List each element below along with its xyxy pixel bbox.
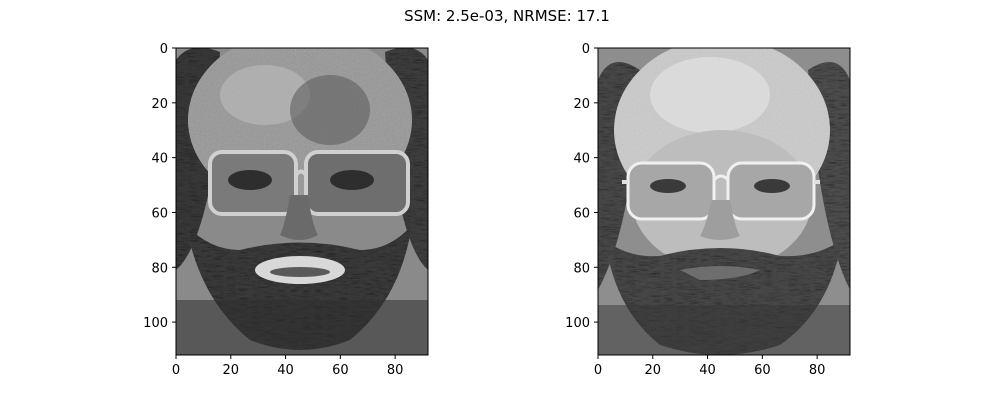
right-xtick-label: 80 [809,363,826,378]
right-ytick-label: 40 [573,152,590,167]
right-axes-frame [597,47,851,356]
panel-left: 0 20 40 60 80 0 20 40 60 80 100 [143,42,429,378]
left-axes-frame [175,47,429,356]
right-xtick-label: 0 [594,363,602,378]
left-ytick-label: 100 [143,316,168,331]
figure-title: SSM: 2.5e-03, NRMSE: 17.1 [404,7,610,25]
right-ytick-label: 20 [573,97,590,112]
left-xtick-label: 80 [387,363,404,378]
left-ytick-label: 0 [160,42,168,57]
reconstructed-face-image [176,48,428,355]
right-ytick-label: 80 [573,261,590,276]
right-ytick-label: 0 [582,42,590,57]
right-x-axis: 0 20 40 60 80 [594,355,826,378]
left-ytick-label: 60 [151,206,168,221]
left-x-axis: 0 20 40 60 80 [172,355,404,378]
left-xtick-label: 60 [332,363,349,378]
right-ytick-label: 60 [573,206,590,221]
right-y-axis: 0 20 40 60 80 100 [565,42,598,331]
right-xtick-label: 20 [645,363,662,378]
original-face-image [598,48,850,355]
left-y-axis: 0 20 40 60 80 100 [143,42,176,331]
right-ytick-label: 100 [565,316,590,331]
right-xtick-label: 60 [754,363,771,378]
right-xtick-label: 40 [699,363,716,378]
left-xtick-label: 40 [277,363,294,378]
left-ytick-label: 40 [151,152,168,167]
panel-right: 0 20 40 60 80 0 20 40 60 80 100 [565,42,851,378]
left-ytick-label: 20 [151,97,168,112]
left-ytick-label: 80 [151,261,168,276]
left-xtick-label: 0 [172,363,180,378]
left-xtick-label: 20 [223,363,240,378]
